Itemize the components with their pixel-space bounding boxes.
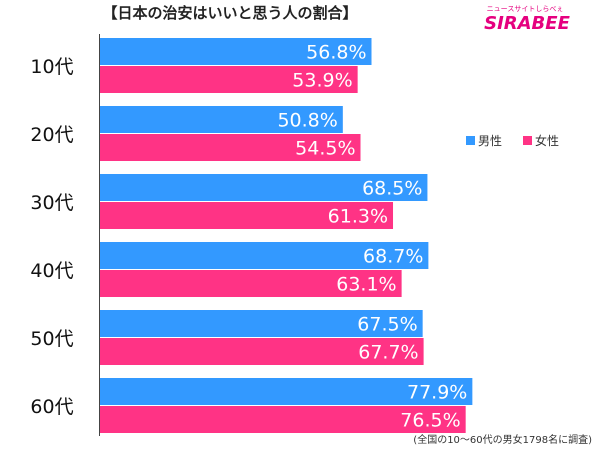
male-value-label: 50.8%: [277, 110, 337, 132]
female-bar: [100, 406, 466, 433]
category-label: 30代: [30, 192, 73, 214]
male-bar: [100, 242, 429, 269]
sirabee-logo: ニュースサイトしらべぇ SIRABEE: [484, 5, 570, 32]
female-bar: [100, 338, 424, 365]
male-bar: [100, 38, 372, 65]
male-bar: [100, 310, 423, 337]
male-value-label: 77.9%: [407, 382, 467, 404]
female-legend-swatch: [523, 136, 532, 145]
female-legend-label: 女性: [535, 133, 559, 148]
category-label: 40代: [30, 260, 73, 282]
male-value-label: 67.5%: [357, 314, 417, 336]
female-value-label: 67.7%: [358, 342, 418, 364]
male-value-label: 68.5%: [362, 178, 422, 200]
footnote: (全国の10〜60代の男女1798名に調査): [413, 435, 592, 446]
male-value-label: 68.7%: [363, 246, 423, 268]
female-bar: [100, 66, 358, 93]
category-label: 50代: [30, 328, 73, 350]
female-value-label: 76.5%: [400, 410, 460, 432]
male-value-label: 56.8%: [306, 42, 366, 64]
male-bar: [100, 106, 343, 133]
chart-title: 【日本の治安はいいと思う人の割合】: [102, 4, 358, 22]
female-value-label: 53.9%: [292, 70, 352, 92]
female-value-label: 63.1%: [336, 274, 396, 296]
female-bar: [100, 134, 361, 161]
male-legend-label: 男性: [478, 134, 502, 148]
brand-name: SIRABEE: [484, 13, 570, 32]
category-label: 20代: [30, 124, 73, 146]
female-bar: [100, 202, 394, 229]
female-bar: [100, 270, 402, 297]
category-label: 10代: [30, 56, 73, 78]
male-legend-swatch: [466, 136, 475, 145]
male-bar: [100, 174, 428, 201]
female-value-label: 61.3%: [328, 206, 388, 228]
category-label: 60代: [30, 396, 73, 418]
male-bar: [100, 378, 473, 405]
brand-tagline: ニュースサイトしらべぇ: [487, 5, 564, 13]
female-value-label: 54.5%: [295, 138, 355, 160]
